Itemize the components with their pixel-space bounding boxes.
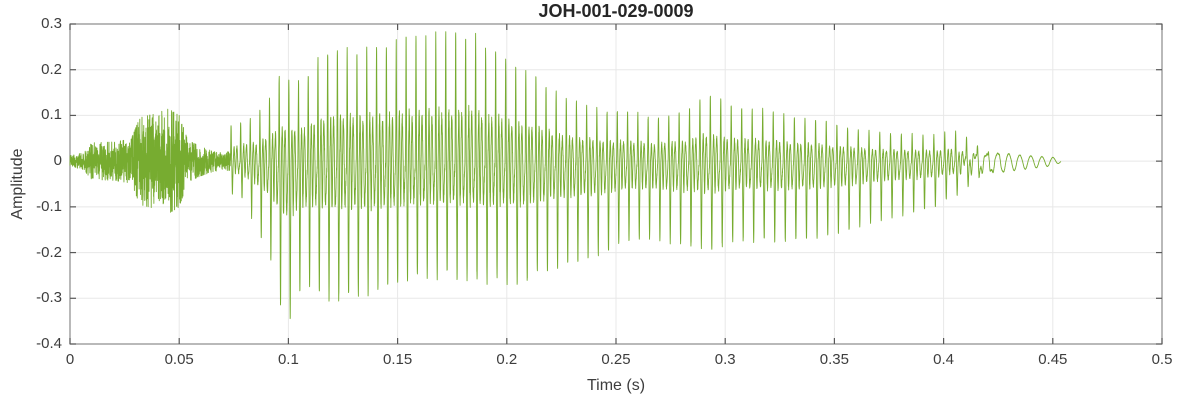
- x-tick-label: 0.5: [1151, 351, 1173, 368]
- x-tick-label: 0.2: [496, 351, 518, 368]
- x-axis-label: Time (s): [586, 377, 646, 394]
- y-tick-label: -0.1: [36, 197, 62, 215]
- y-tick-label: -0.3: [36, 289, 62, 307]
- y-tick-label: 0.3: [41, 15, 62, 32]
- y-tick-label: -0.2: [36, 243, 62, 261]
- x-tick-label: 0.25: [601, 351, 631, 368]
- x-tick-label: 0.3: [714, 351, 736, 368]
- y-tick-label: -0.4: [36, 335, 62, 352]
- y-tick-label: 0.1: [41, 106, 62, 124]
- x-tick-label: 0.4: [933, 351, 955, 368]
- x-tick-label: 0.05: [164, 351, 194, 368]
- x-tick-label: 0.15: [382, 351, 413, 368]
- y-tick-label: 0: [53, 152, 62, 170]
- grid-lines: [70, 24, 1162, 344]
- y-tick-label: 0.2: [41, 60, 62, 78]
- chart-title: JOH-001-029-0009: [538, 1, 694, 21]
- x-tick-label: 0.45: [1038, 351, 1068, 368]
- x-tick-label: 0: [65, 351, 75, 368]
- waveform-line: [69, 31, 1062, 320]
- x-tick-label: 0.1: [277, 351, 299, 368]
- x-tick-label: 0.35: [819, 351, 849, 368]
